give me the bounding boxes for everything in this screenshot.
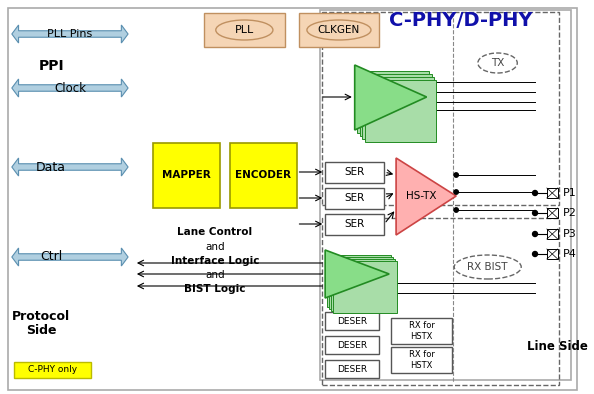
Bar [322,218,559,385]
Text: PLL Pins: PLL Pins [48,29,93,39]
Polygon shape [396,158,456,235]
Circle shape [454,190,459,194]
Text: Line Side: Line Side [527,340,588,353]
Bar [547,249,558,259]
Text: PPI: PPI [39,59,64,73]
Circle shape [454,208,459,212]
Circle shape [533,251,538,256]
Polygon shape [12,248,128,266]
Text: RX for
LPTX: RX for LPTX [335,264,359,284]
Bar [547,188,558,198]
Text: SER: SER [345,193,365,203]
Bar [357,71,429,133]
Bar [365,80,437,142]
Circle shape [533,210,538,216]
Bar [229,143,296,208]
Text: P2: P2 [563,208,576,218]
Text: DESER: DESER [337,364,367,374]
Text: C-PHY only: C-PHY only [28,366,77,375]
Circle shape [533,191,538,195]
Text: Data: Data [36,160,67,173]
Text: Ctrl: Ctrl [40,251,62,264]
Bar [322,12,559,205]
Text: DESER: DESER [337,316,367,325]
Text: PLL: PLL [235,25,254,35]
Bar [153,143,220,208]
Polygon shape [325,250,389,298]
Bar [299,13,380,47]
Bar [14,362,91,378]
Text: DESER: DESER [337,340,367,349]
Bar [327,255,391,307]
Bar [391,347,452,373]
Bar [391,318,452,344]
Circle shape [454,173,459,177]
Text: MAPPER: MAPPER [162,170,211,180]
Text: Protocol: Protocol [12,310,71,323]
Polygon shape [12,25,128,43]
Text: RX for
HSTX: RX for HSTX [409,321,435,341]
Text: C-PHY/D-PHY: C-PHY/D-PHY [389,11,533,30]
Text: ENCODER: ENCODER [235,170,291,180]
Text: SER: SER [345,219,365,229]
Text: and: and [205,270,225,280]
Bar [204,13,285,47]
Circle shape [533,232,538,236]
Bar [333,261,397,313]
Text: HS-TX: HS-TX [406,191,437,201]
Bar [359,74,432,136]
Text: SER: SER [345,167,365,177]
Bar [134,48,321,380]
Text: TX: TX [491,58,504,68]
Bar [547,229,558,239]
Text: CLKGEN: CLKGEN [318,25,360,35]
Bar [325,360,380,378]
Bar [362,77,434,139]
Bar [329,257,393,309]
Ellipse shape [216,20,273,40]
Bar [325,214,384,235]
Bar [325,312,380,330]
Text: P4: P4 [563,249,576,259]
Text: RX for
HSTX: RX for HSTX [409,350,435,370]
Polygon shape [12,158,128,176]
Text: Lane Control: Lane Control [177,227,252,237]
Bar [325,336,380,354]
Bar [325,188,384,209]
Ellipse shape [307,20,371,40]
Polygon shape [12,79,128,97]
Text: Side: Side [26,323,56,336]
Text: and: and [205,242,225,252]
Text: RX BIST: RX BIST [467,262,508,272]
Text: Interface Logic: Interface Logic [170,256,259,266]
Text: P3: P3 [563,229,576,239]
Polygon shape [355,65,426,130]
Text: BIST Logic: BIST Logic [184,284,245,294]
Bar [331,259,395,311]
Bar [320,10,571,380]
Bar [547,208,558,218]
Text: Clock: Clock [54,82,86,95]
Text: P1: P1 [563,188,576,198]
Text: LP-TX: LP-TX [371,92,397,102]
Bar [325,162,384,183]
